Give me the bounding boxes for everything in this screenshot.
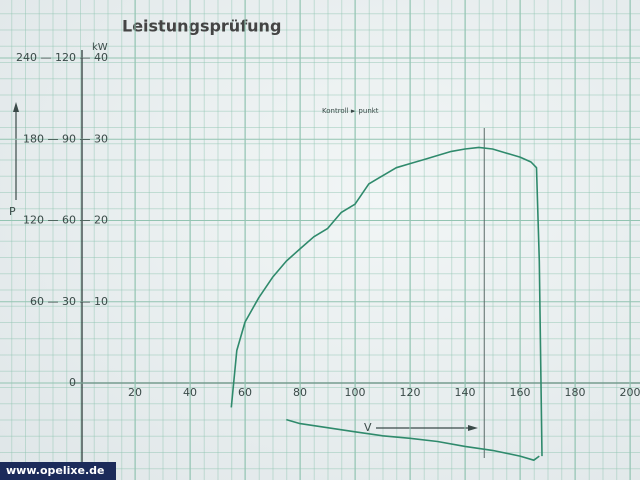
- y-label: P: [9, 205, 16, 218]
- x-tick-label: 160: [510, 386, 531, 399]
- x-arrow-head: [468, 425, 478, 431]
- x-tick-label: 180: [565, 386, 586, 399]
- x-tick-label: 80: [293, 386, 307, 399]
- x-tick-label: 200: [620, 386, 640, 399]
- x-label: V: [364, 421, 372, 434]
- y-arrow-head: [13, 102, 19, 112]
- x-tick-label: 140: [455, 386, 476, 399]
- y-tick-label: 60 — 30 — 10: [30, 295, 108, 308]
- x-tick-label: 40: [183, 386, 197, 399]
- y-tick-label: 0: [69, 376, 76, 389]
- y-tick-label: 240 — 120 — 40: [16, 51, 108, 64]
- x-tick-label: 20: [128, 386, 142, 399]
- y-unit: kW: [92, 42, 108, 53]
- x-tick-label: 60: [238, 386, 252, 399]
- data-line: [230, 146, 543, 457]
- data-line: [286, 418, 540, 461]
- y-tick-label: 180 — 90 — 30: [23, 132, 108, 145]
- x-tick-label: 100: [345, 386, 366, 399]
- watermark-bg: [0, 462, 116, 480]
- y-tick-label: 120 — 60 — 20: [23, 214, 108, 227]
- chart-title: Leistungsprüfung: [122, 17, 281, 36]
- x-tick-label: 120: [400, 386, 421, 399]
- watermark: www.opelixe.de: [6, 464, 104, 477]
- annotation: Kontroll ► punkt: [322, 107, 379, 115]
